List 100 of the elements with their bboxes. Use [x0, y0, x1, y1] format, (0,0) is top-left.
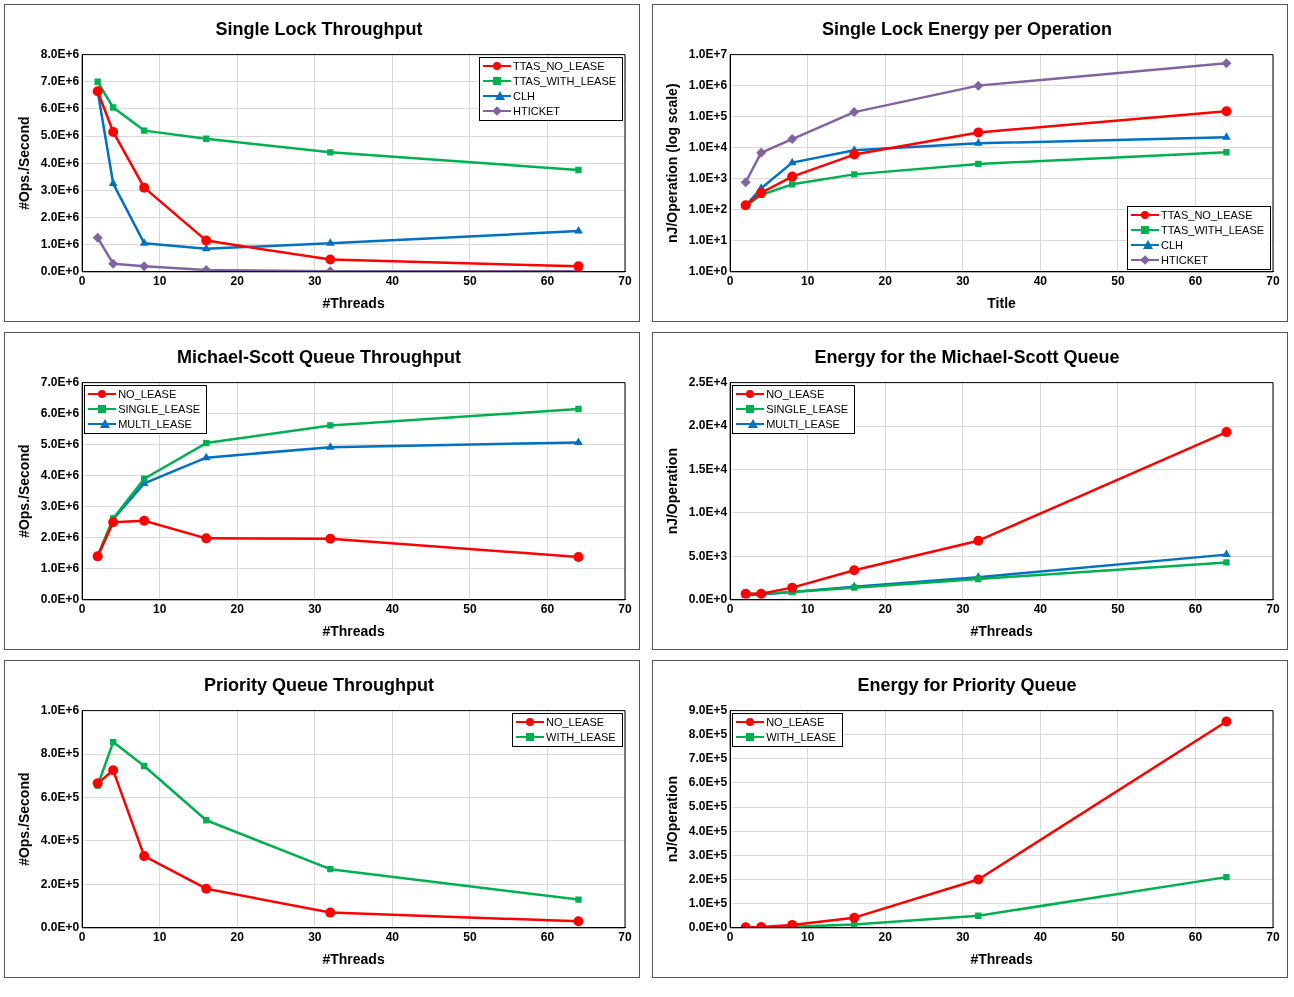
y-tick-label: 1.0E+5 — [688, 108, 728, 123]
x-axis-title: #Threads — [322, 623, 385, 640]
point — [139, 261, 150, 272]
point — [575, 896, 582, 903]
x-tick-label: 40 — [385, 602, 400, 617]
point — [973, 535, 984, 546]
legend-label: TTAS_NO_LEASE — [513, 60, 605, 73]
point — [201, 533, 212, 544]
legend-label: HTICKET — [1161, 254, 1209, 267]
legend-label: SINGLE_LEASE — [766, 403, 849, 416]
legend-label: CLH — [513, 90, 536, 103]
x-axis-title: #Threads — [970, 951, 1033, 968]
y-tick-label: 1.0E+6 — [40, 236, 80, 251]
y-tick-label: 1.0E+3 — [688, 171, 728, 186]
point — [575, 405, 582, 413]
point — [108, 126, 119, 137]
point — [1221, 58, 1232, 69]
x-tick-label: 60 — [540, 930, 555, 945]
chart-title: Michael-Scott Queue Throughput — [177, 346, 461, 367]
y-tick-label: 0.0E+0 — [688, 592, 728, 607]
y-tick-label: 4.0E+6 — [40, 155, 80, 170]
point — [201, 452, 211, 461]
x-tick-label: 10 — [801, 602, 815, 617]
y-tick-label: 5.0E+6 — [40, 436, 80, 451]
legend-label: CLH — [1161, 239, 1184, 252]
y-tick-label: 4.0E+5 — [40, 833, 80, 848]
legend-label: NO_LEASE — [546, 716, 605, 729]
x-tick-label: 10 — [153, 274, 167, 289]
point — [1221, 716, 1232, 727]
point — [787, 171, 798, 182]
y-axis-title: nJ/Operation (log scale) — [664, 83, 681, 243]
legend-label: TTAS_NO_LEASE — [1161, 209, 1253, 222]
point — [201, 235, 212, 246]
x-tick-label: 50 — [463, 274, 477, 289]
y-tick-label: 1.0E+6 — [40, 561, 80, 576]
point — [573, 916, 584, 927]
y-tick-label: 2.5E+4 — [688, 374, 728, 389]
y-tick-label: 5.0E+3 — [688, 548, 728, 563]
point — [1223, 873, 1230, 881]
x-tick-label: 70 — [618, 602, 632, 617]
y-tick-label: 9.0E+5 — [688, 702, 728, 717]
y-tick-label: 6.0E+5 — [40, 789, 80, 804]
x-tick-label: 20 — [230, 274, 245, 289]
y-tick-label: 1.0E+4 — [688, 505, 728, 520]
y-tick-label: 1.0E+2 — [688, 202, 728, 217]
point — [787, 134, 798, 145]
point — [92, 778, 103, 789]
point — [139, 182, 150, 193]
point — [787, 157, 797, 166]
chart-title: Single Lock Energy per Operation — [821, 18, 1113, 39]
legend-label: SINGLE_LEASE — [118, 403, 201, 416]
point — [325, 238, 335, 246]
point — [787, 919, 798, 928]
point — [973, 138, 983, 146]
point — [973, 127, 984, 138]
point — [573, 551, 584, 562]
x-tick-label: 60 — [540, 602, 555, 617]
x-tick-label: 70 — [1266, 274, 1280, 289]
y-tick-label: 0.0E+0 — [40, 264, 80, 279]
y-tick-label: 1.0E+4 — [688, 140, 728, 154]
legend-label: NO_LEASE — [766, 388, 825, 401]
y-tick-label: 1.0E+1 — [688, 233, 728, 248]
point — [574, 226, 583, 234]
point — [1223, 559, 1230, 566]
y-axis-title: nJ/Operation — [664, 776, 681, 863]
point — [973, 874, 984, 885]
x-tick-label: 50 — [1111, 602, 1125, 617]
y-tick-label: 4.0E+6 — [40, 468, 80, 482]
x-tick-label: 30 — [308, 930, 322, 945]
point — [108, 765, 119, 776]
y-tick-label: 8.0E+6 — [40, 46, 80, 61]
x-tick-label: 50 — [463, 602, 477, 617]
legend-label: HTICKET — [513, 105, 561, 118]
y-axis-title: #Ops./Second — [16, 772, 33, 866]
y-tick-label: 2.0E+6 — [40, 530, 80, 545]
y-tick-label: 1.0E+7 — [688, 46, 728, 61]
y-tick-label: 5.0E+5 — [688, 799, 728, 814]
legend-label: MULTI_LEASE — [118, 418, 192, 431]
legend-label: TTAS_WITH_LEASE — [513, 75, 617, 88]
point — [108, 517, 119, 528]
x-tick-label: 10 — [153, 602, 167, 617]
chart-title: Energy for Priority Queue — [857, 674, 1077, 695]
x-tick-label: 0 — [78, 274, 86, 289]
x-tick-label: 0 — [726, 602, 734, 617]
y-tick-label: 6.0E+5 — [688, 775, 728, 790]
legend-label: NO_LEASE — [766, 716, 825, 729]
y-tick-label: 3.0E+6 — [40, 182, 80, 197]
point — [327, 149, 334, 156]
point — [849, 149, 860, 160]
point — [740, 177, 751, 188]
point — [575, 166, 582, 174]
x-tick-label: 50 — [1111, 930, 1125, 945]
point — [756, 187, 767, 198]
x-tick-label: 50 — [463, 930, 477, 945]
point — [973, 80, 984, 91]
point — [325, 907, 336, 918]
x-tick-label: 30 — [956, 274, 970, 289]
legend-label: MULTI_LEASE — [766, 418, 840, 431]
x-tick-label: 60 — [540, 274, 555, 289]
y-tick-label: 2.0E+5 — [688, 871, 728, 886]
